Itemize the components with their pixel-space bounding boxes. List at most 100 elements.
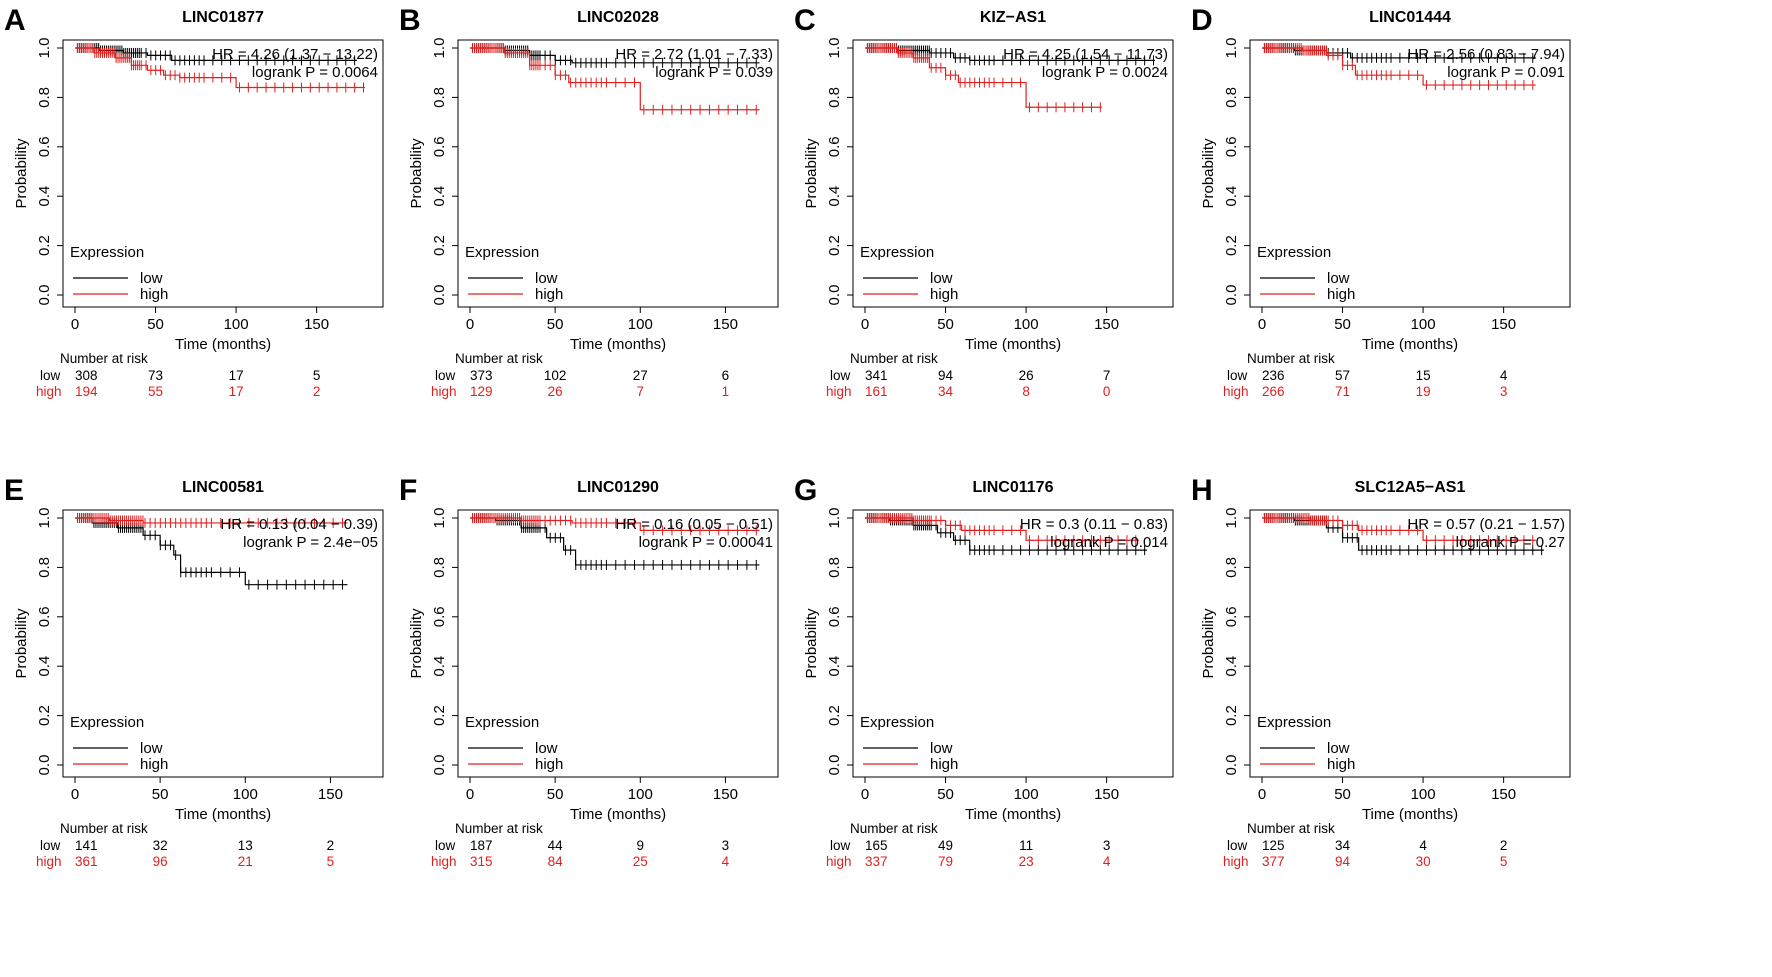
- y-tick-label: 1.0: [431, 508, 448, 529]
- y-tick-label: 1.0: [826, 508, 843, 529]
- risk-value-high: 96: [153, 854, 168, 869]
- risk-row-label-low: low: [435, 368, 456, 383]
- y-tick-label: 0.0: [431, 285, 448, 306]
- legend-label-high: high: [930, 286, 958, 303]
- x-axis-label: Time (months): [175, 806, 271, 823]
- panel-title: SLC12A5−AS1: [1355, 479, 1466, 496]
- risk-row-label-high: high: [431, 854, 457, 869]
- plot-frame: [852, 39, 1174, 308]
- panel-title: LINC01176: [973, 479, 1054, 496]
- panel-title: LINC02028: [577, 9, 659, 26]
- risk-value-low: 57: [1335, 368, 1350, 383]
- risk-value-low: 2: [327, 838, 335, 853]
- risk-value-high: 30: [1416, 854, 1431, 869]
- logrank-p: logrank P = 0.014: [1050, 534, 1168, 551]
- risk-value-low: 6: [722, 368, 730, 383]
- legend-label-high: high: [930, 756, 958, 773]
- legend-label-high: high: [535, 286, 563, 303]
- risk-row-label-high: high: [1223, 384, 1249, 399]
- panel-letter: E: [4, 474, 24, 507]
- risk-value-low: 3: [722, 838, 730, 853]
- x-tick-label: 50: [937, 786, 954, 803]
- legend-title: Expression: [70, 244, 144, 261]
- plot-frame: [62, 509, 384, 778]
- x-tick-label: 50: [547, 316, 564, 333]
- y-tick-label: 0.2: [36, 705, 53, 726]
- legend-title: Expression: [465, 244, 539, 261]
- y-tick-label: 0.8: [36, 87, 53, 108]
- risk-value-low: 27: [633, 368, 648, 383]
- x-tick-label: 50: [147, 316, 164, 333]
- risk-value-high: 23: [1019, 854, 1034, 869]
- x-tick-label: 100: [233, 786, 258, 803]
- risk-value-low: 308: [75, 368, 98, 383]
- x-axis-label: Time (months): [1362, 806, 1458, 823]
- x-tick-label: 100: [1411, 316, 1436, 333]
- x-tick-label: 150: [1491, 316, 1516, 333]
- x-tick-label: 100: [1411, 786, 1436, 803]
- risk-value-low: 9: [637, 838, 645, 853]
- risk-value-high: 84: [548, 854, 564, 869]
- risk-value-low: 73: [148, 368, 163, 383]
- risk-value-low: 34: [1335, 838, 1351, 853]
- risk-row-label-low: low: [830, 368, 851, 383]
- risk-value-low: 141: [75, 838, 98, 853]
- risk-value-low: 4: [1419, 838, 1427, 853]
- plot-frame: [457, 509, 779, 778]
- risk-row-label-low: low: [830, 838, 851, 853]
- plot-frame: [1249, 509, 1571, 778]
- y-tick-label: 0.8: [826, 557, 843, 578]
- y-tick-label: 1.0: [1223, 38, 1240, 59]
- hazard-ratio: HR = 2.56 (0.83 − 7.94): [1407, 46, 1565, 63]
- risk-value-high: 94: [1335, 854, 1351, 869]
- legend-label-high: high: [140, 756, 168, 773]
- hazard-ratio: HR = 2.72 (1.01 − 7.33): [615, 46, 773, 63]
- risk-value-low: 341: [865, 368, 888, 383]
- y-tick-label: 0.2: [1223, 705, 1240, 726]
- x-tick-label: 0: [71, 786, 79, 803]
- y-tick-label: 0.2: [36, 235, 53, 256]
- legend-label-low: low: [1327, 740, 1350, 757]
- risk-value-high: 4: [722, 854, 730, 869]
- risk-value-high: 337: [865, 854, 888, 869]
- risk-value-high: 79: [938, 854, 953, 869]
- censor-marks-high: [472, 513, 757, 536]
- panel-title: LINC01290: [577, 479, 659, 496]
- risk-value-low: 5: [313, 368, 321, 383]
- panel-letter: H: [1191, 474, 1213, 507]
- y-tick-label: 1.0: [826, 38, 843, 59]
- x-axis-label: Time (months): [570, 806, 666, 823]
- risk-value-low: 3: [1103, 838, 1111, 853]
- legend-title: Expression: [70, 714, 144, 731]
- x-tick-label: 50: [1334, 316, 1351, 333]
- y-tick-label: 0.2: [431, 235, 448, 256]
- y-tick-label: 1.0: [431, 38, 448, 59]
- panel-title: KIZ−AS1: [980, 9, 1046, 26]
- y-axis-label: Probability: [408, 138, 425, 209]
- risk-value-high: 5: [327, 854, 335, 869]
- legend-label-low: low: [140, 270, 163, 287]
- y-tick-label: 0.4: [1223, 186, 1240, 207]
- legend-label-low: low: [930, 740, 953, 757]
- risk-row-label-low: low: [40, 838, 61, 853]
- x-tick-label: 150: [304, 316, 329, 333]
- risk-value-high: 0: [1103, 384, 1111, 399]
- risk-value-high: 161: [865, 384, 888, 399]
- risk-value-high: 4: [1103, 854, 1111, 869]
- y-tick-label: 0.8: [1223, 557, 1240, 578]
- hazard-ratio: HR = 0.13 (0.04 − 0.39): [220, 516, 378, 533]
- y-tick-label: 0.6: [1223, 136, 1240, 157]
- x-tick-label: 0: [1258, 786, 1266, 803]
- survival-curve-high: [470, 517, 760, 531]
- risk-row-label-low: low: [435, 838, 456, 853]
- y-tick-label: 0.6: [431, 136, 448, 157]
- risk-value-low: 17: [229, 368, 244, 383]
- x-tick-label: 150: [1491, 786, 1516, 803]
- y-tick-label: 0.4: [826, 656, 843, 677]
- legend-title: Expression: [860, 714, 934, 731]
- km-panel-e: E LINC00581 0.0 0.2 0.4 0.6 0.8 1.0 0 50 100 150 Tim…: [4, 474, 384, 869]
- y-tick-label: 0.4: [431, 656, 448, 677]
- risk-value-low: 11: [1019, 838, 1033, 853]
- x-tick-label: 50: [937, 316, 954, 333]
